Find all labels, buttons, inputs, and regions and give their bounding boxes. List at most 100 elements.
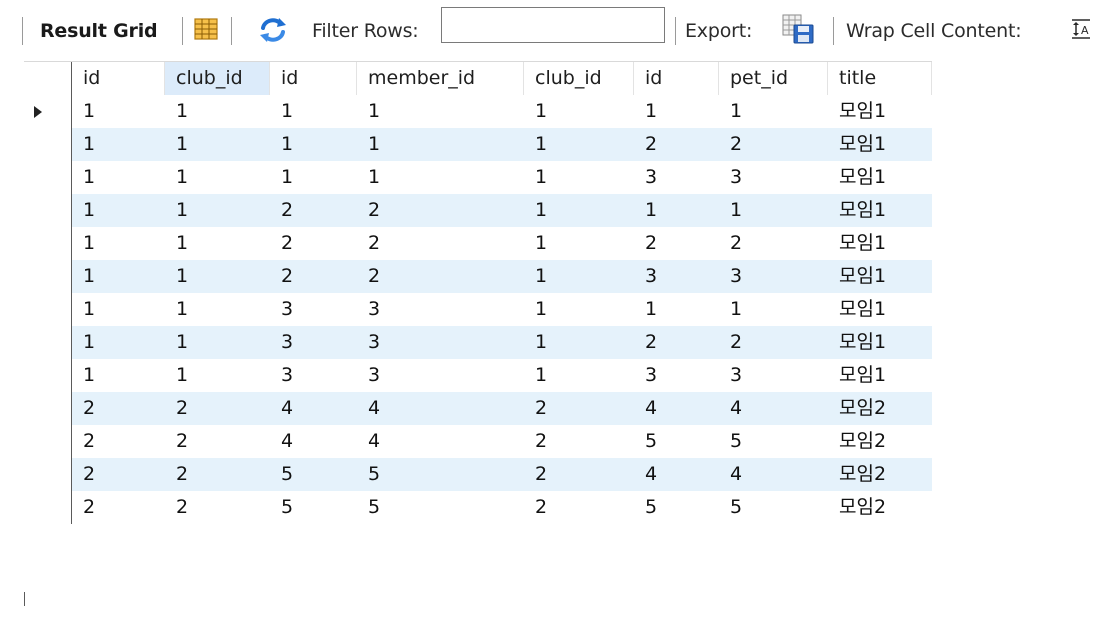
column-header[interactable]: title: [828, 62, 932, 95]
table-cell[interactable]: 1: [524, 194, 634, 227]
table-row[interactable]: 1 1 3 3 1 2 2 모임1: [24, 326, 932, 359]
table-cell[interactable]: 5: [357, 491, 524, 524]
table-cell[interactable]: 2: [165, 491, 270, 524]
table-cell[interactable]: 2: [634, 128, 719, 161]
table-cell[interactable]: 3: [357, 359, 524, 392]
table-cell[interactable]: 5: [357, 458, 524, 491]
table-cell[interactable]: 1: [165, 227, 270, 260]
table-cell[interactable]: 5: [270, 491, 357, 524]
table-cell[interactable]: 1: [72, 260, 165, 293]
table-cell[interactable]: 3: [357, 326, 524, 359]
column-header[interactable]: id: [72, 62, 165, 95]
table-cell[interactable]: 1: [165, 194, 270, 227]
table-cell[interactable]: 3: [270, 359, 357, 392]
table-cell[interactable]: 5: [270, 458, 357, 491]
table-cell[interactable]: 모임1: [828, 161, 932, 194]
table-cell[interactable]: 1: [270, 95, 357, 128]
table-row[interactable]: 1 1 1 1 1 1 1 모임1: [24, 95, 932, 128]
table-row[interactable]: 2 2 5 5 2 4 4 모임2: [24, 458, 932, 491]
table-cell[interactable]: 4: [270, 392, 357, 425]
table-cell[interactable]: 2: [524, 392, 634, 425]
filter-rows-input[interactable]: [441, 7, 665, 43]
table-cell[interactable]: 2: [357, 260, 524, 293]
table-cell[interactable]: 1: [270, 128, 357, 161]
table-cell[interactable]: 4: [634, 458, 719, 491]
table-cell[interactable]: 2: [72, 425, 165, 458]
row-indicator[interactable]: [24, 491, 72, 524]
table-cell[interactable]: 2: [524, 491, 634, 524]
table-cell[interactable]: 모임1: [828, 227, 932, 260]
table-cell[interactable]: 1: [719, 194, 828, 227]
table-cell[interactable]: 1: [72, 359, 165, 392]
table-cell[interactable]: 1: [72, 161, 165, 194]
table-cell[interactable]: 1: [165, 359, 270, 392]
table-cell[interactable]: 모임1: [828, 194, 932, 227]
table-cell[interactable]: 모임1: [828, 359, 932, 392]
row-indicator[interactable]: [24, 392, 72, 425]
table-cell[interactable]: 2: [524, 425, 634, 458]
table-cell[interactable]: 1: [524, 260, 634, 293]
table-row[interactable]: 2 2 5 5 2 5 5 모임2: [24, 491, 932, 524]
table-cell[interactable]: 4: [719, 392, 828, 425]
table-cell[interactable]: 4: [357, 425, 524, 458]
row-indicator[interactable]: [24, 95, 72, 128]
table-cell[interactable]: 1: [72, 194, 165, 227]
table-cell[interactable]: 1: [634, 95, 719, 128]
table-cell[interactable]: 1: [165, 260, 270, 293]
table-cell[interactable]: 모임1: [828, 128, 932, 161]
table-cell[interactable]: 1: [270, 161, 357, 194]
table-cell[interactable]: 5: [634, 425, 719, 458]
table-cell[interactable]: 1: [357, 161, 524, 194]
table-cell[interactable]: 1: [165, 326, 270, 359]
table-cell[interactable]: 3: [719, 260, 828, 293]
column-header[interactable]: id: [270, 62, 357, 95]
column-header[interactable]: pet_id: [719, 62, 828, 95]
table-cell[interactable]: 5: [719, 491, 828, 524]
row-indicator[interactable]: [24, 425, 72, 458]
table-cell[interactable]: 2: [72, 392, 165, 425]
table-cell[interactable]: 3: [634, 359, 719, 392]
table-cell[interactable]: 4: [719, 458, 828, 491]
table-cell[interactable]: 1: [719, 95, 828, 128]
table-row[interactable]: 1 1 2 2 1 1 1 모임1: [24, 194, 932, 227]
row-indicator[interactable]: [24, 293, 72, 326]
table-cell[interactable]: 모임2: [828, 425, 932, 458]
table-row[interactable]: 1 1 1 1 1 2 2 모임1: [24, 128, 932, 161]
table-cell[interactable]: 1: [165, 293, 270, 326]
row-indicator[interactable]: [24, 326, 72, 359]
column-header[interactable]: id: [634, 62, 719, 95]
table-cell[interactable]: 2: [270, 194, 357, 227]
column-header[interactable]: club_id: [524, 62, 634, 95]
table-cell[interactable]: 1: [719, 293, 828, 326]
table-cell[interactable]: 3: [270, 326, 357, 359]
table-cell[interactable]: 3: [634, 161, 719, 194]
row-indicator[interactable]: [24, 227, 72, 260]
table-cell[interactable]: 1: [524, 227, 634, 260]
table-cell[interactable]: 모임2: [828, 392, 932, 425]
table-cell[interactable]: 2: [634, 326, 719, 359]
table-cell[interactable]: 2: [165, 392, 270, 425]
result-grid-tab[interactable]: Result Grid: [40, 20, 158, 42]
table-cell[interactable]: 모임1: [828, 260, 932, 293]
table-cell[interactable]: 1: [72, 326, 165, 359]
table-cell[interactable]: 2: [165, 425, 270, 458]
wrap-cell-icon[interactable]: A: [1070, 17, 1094, 41]
table-cell[interactable]: 4: [634, 392, 719, 425]
table-cell[interactable]: 1: [72, 95, 165, 128]
row-indicator[interactable]: [24, 161, 72, 194]
table-cell[interactable]: 2: [72, 491, 165, 524]
grid-view-icon[interactable]: [193, 17, 219, 41]
export-icon[interactable]: [781, 13, 815, 45]
table-cell[interactable]: 4: [270, 425, 357, 458]
table-row[interactable]: 2 2 4 4 2 5 5 모임2: [24, 425, 932, 458]
table-cell[interactable]: 1: [357, 95, 524, 128]
table-cell[interactable]: 2: [719, 227, 828, 260]
table-cell[interactable]: 1: [634, 293, 719, 326]
table-cell[interactable]: 1: [524, 161, 634, 194]
table-cell[interactable]: 1: [524, 128, 634, 161]
table-cell[interactable]: 2: [719, 326, 828, 359]
table-cell[interactable]: 3: [270, 293, 357, 326]
table-cell[interactable]: 모임2: [828, 491, 932, 524]
table-cell[interactable]: 2: [634, 227, 719, 260]
table-cell[interactable]: 2: [357, 227, 524, 260]
